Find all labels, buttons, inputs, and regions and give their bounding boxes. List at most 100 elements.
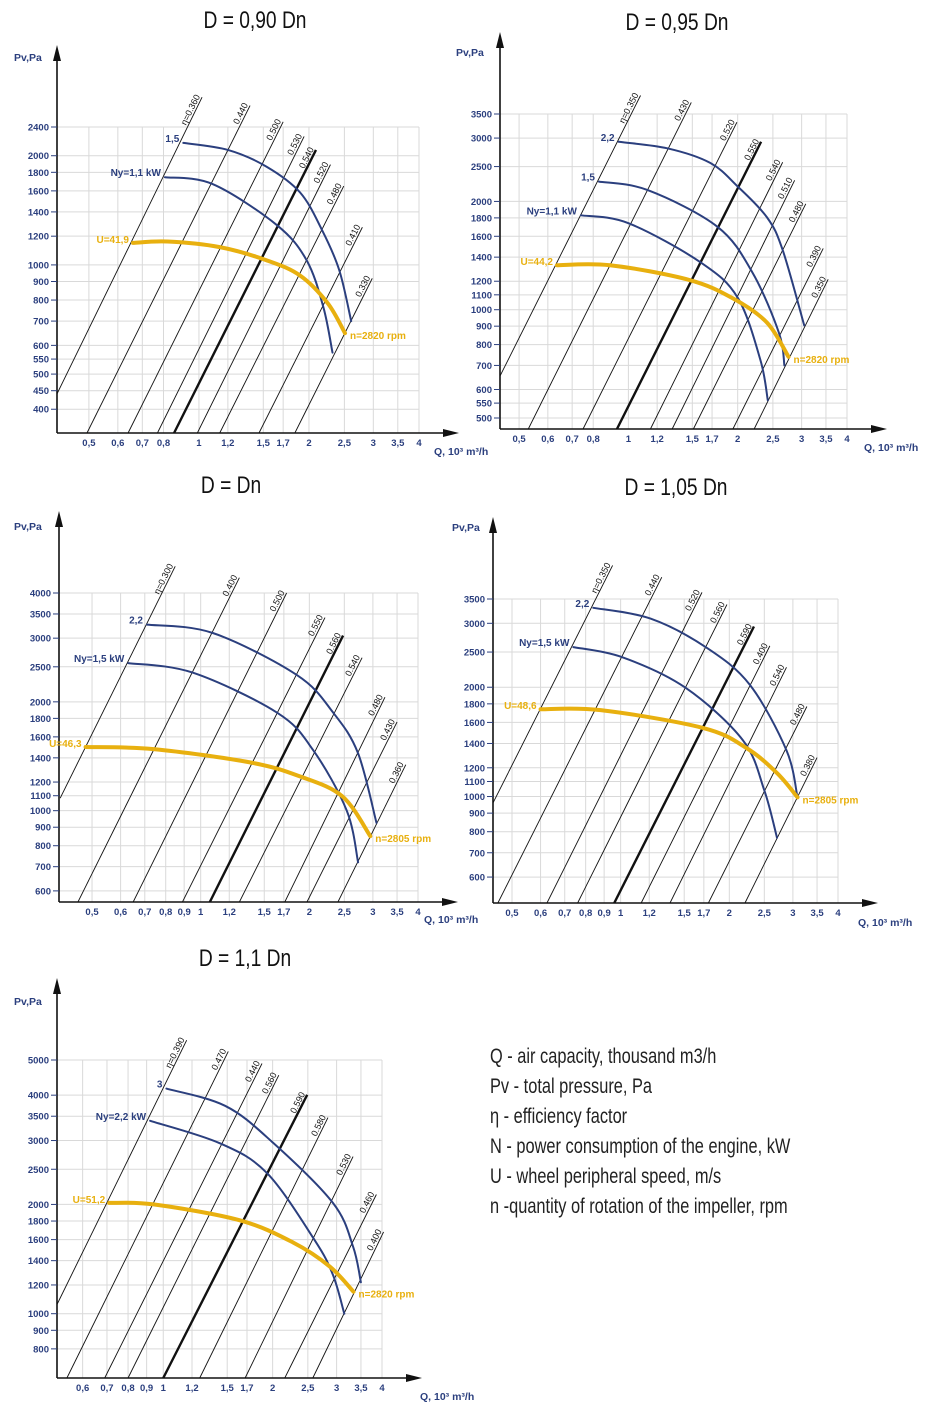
y-tick-label: 500	[33, 370, 49, 381]
efficiency-line	[692, 203, 807, 430]
chart-title: D = 0,95 Dn	[626, 8, 729, 36]
efficiency-line	[546, 592, 703, 904]
curve-label: 2,2	[129, 616, 143, 627]
efficiency-line	[219, 185, 345, 434]
y-axis-arrow-icon	[53, 45, 61, 61]
efficiency-line-label: 0.430	[672, 98, 691, 123]
rpm-label: n=2820 rpm	[359, 1290, 415, 1301]
y-axis-label: Pv,Pa	[456, 47, 484, 59]
chart-2: D = 0,95 Dn Pv,Pa Q, 10³ m³/h 500 550 600 700 8…	[456, 8, 918, 454]
efficiency-line-label: 0.350	[809, 275, 828, 300]
efficiency-line-label: 0.330	[353, 274, 372, 299]
x-tick-label: 0,6	[76, 1383, 89, 1394]
efficiency-line	[577, 604, 728, 904]
y-tick-label: 4000	[30, 589, 51, 600]
y-tick-label: 1600	[30, 732, 51, 743]
x-axis-label: Q, 10³ m³/h	[858, 917, 912, 929]
y-tick-label: 900	[35, 823, 51, 834]
efficiency-line	[172, 149, 318, 434]
x-axis-arrow-icon	[406, 1374, 422, 1382]
x-tick-label: 3	[371, 438, 376, 449]
efficiency-line	[492, 565, 614, 804]
y-tick-label: 1200	[464, 763, 485, 774]
chart-4: D = 1,05 Dn Pv,Pa Q, 10³ m³/h 600 700 800 900 1…	[452, 473, 912, 929]
curve-label: U=46,3	[49, 739, 82, 750]
y-axis-arrow-icon	[55, 511, 63, 527]
y-axis-label: Pv,Pa	[14, 996, 42, 1008]
x-tick-label: 2	[306, 438, 311, 449]
y-tick-label: 5000	[28, 1056, 49, 1067]
y-tick-label: 2000	[28, 1200, 49, 1211]
x-tick-label: 0,5	[82, 438, 96, 449]
x-tick-label: 1,5	[258, 907, 272, 918]
efficiency-line	[258, 227, 363, 434]
x-tick-label: 4	[379, 1383, 385, 1394]
speed-curve	[538, 706, 800, 800]
x-tick-label: 3	[334, 1383, 339, 1394]
efficiency-line	[196, 164, 331, 434]
y-tick-label: 800	[476, 340, 492, 351]
x-tick-label: 4	[844, 434, 850, 445]
y-tick-label: 450	[33, 386, 49, 397]
efficiency-line	[59, 566, 176, 799]
x-tick-label: 1	[196, 438, 202, 449]
efficiency-line	[499, 95, 641, 377]
y-tick-label: 800	[33, 1344, 49, 1355]
y-tick-label: 550	[476, 399, 492, 410]
x-tick-label: 1,2	[223, 907, 236, 918]
x-tick-label: 2,5	[338, 438, 352, 449]
y-tick-label: 1000	[28, 1309, 49, 1320]
power-curve	[127, 662, 360, 864]
y-tick-label: 1800	[28, 1217, 49, 1228]
y-tick-label: 1000	[28, 260, 49, 271]
power-curve	[579, 214, 769, 402]
efficiency-line	[613, 625, 756, 904]
x-tick-label: 0,9	[140, 1383, 153, 1394]
y-axis-label: Pv,Pa	[14, 52, 42, 64]
x-tick-label: 1,7	[240, 1383, 253, 1394]
curve-label: Ny=1,5 kW	[519, 638, 570, 649]
power-curve	[182, 141, 353, 323]
power-curve	[592, 606, 799, 799]
y-axis-arrow-icon	[496, 32, 504, 48]
efficiency-line-label: 0.470	[209, 1047, 228, 1072]
efficiency-line	[744, 757, 818, 904]
y-tick-label: 400	[33, 405, 49, 416]
legend: Q - air capacity, thousand m3/h Pv - tot…	[490, 1044, 791, 1217]
efficiency-line-label: 0.560	[708, 600, 727, 625]
efficiency-line-label: 0.400	[220, 573, 239, 598]
efficiency-line	[77, 577, 240, 903]
x-tick-label: 1,7	[277, 907, 290, 918]
legend-item: N - power consumption of the engine, kW	[490, 1134, 791, 1157]
x-tick-label: 1,2	[221, 438, 234, 449]
x-tick-label: 0,8	[121, 1383, 134, 1394]
y-tick-label: 2500	[464, 648, 485, 659]
y-axis-label: Pv,Pa	[452, 522, 480, 534]
efficiency-line	[640, 645, 771, 904]
x-tick-label: 1,2	[643, 908, 656, 919]
efficiency-line-label: 0.580	[309, 1113, 328, 1138]
power-curve	[149, 1119, 346, 1315]
x-tick-label: 1	[161, 1383, 167, 1394]
y-tick-label: 900	[33, 1326, 49, 1337]
curve-label: Ny=2,2 kW	[96, 1112, 147, 1123]
x-tick-label: 0,5	[512, 434, 526, 445]
y-tick-label: 3000	[471, 134, 492, 145]
y-tick-label: 3500	[464, 595, 485, 606]
x-tick-label: 1,7	[697, 908, 710, 919]
curve-label: 1,5	[581, 173, 595, 184]
legend-item: Pv - total pressure, Pa	[490, 1074, 652, 1097]
y-tick-label: 1400	[28, 1256, 49, 1267]
x-tick-label: 3	[370, 907, 375, 918]
y-tick-label: 700	[33, 317, 49, 328]
y-tick-label: 1600	[28, 1235, 49, 1246]
x-tick-label: 0,6	[111, 438, 124, 449]
rpm-label: n=2820 rpm	[794, 355, 850, 366]
x-tick-label: 0,7	[566, 434, 579, 445]
power-curve	[146, 623, 378, 824]
y-tick-label: 1600	[471, 232, 492, 243]
x-tick-label: 2	[727, 908, 732, 919]
y-tick-label: 900	[33, 277, 49, 288]
curve-label: 3	[157, 1080, 163, 1091]
